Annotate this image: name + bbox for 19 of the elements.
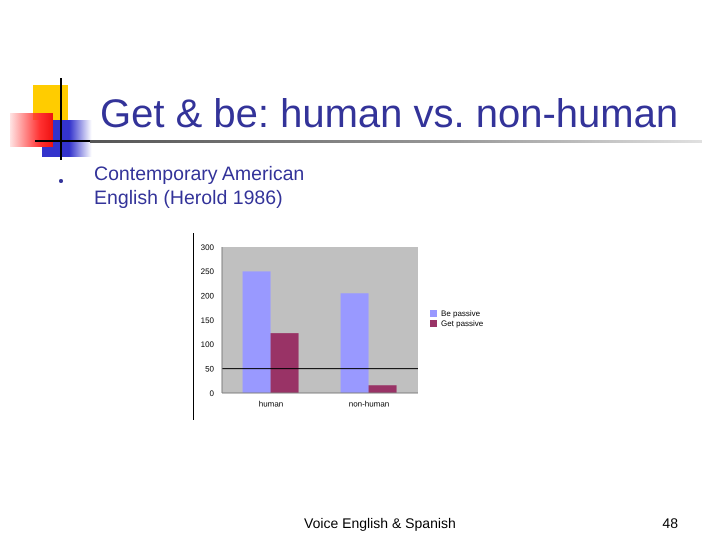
bar bbox=[242, 271, 271, 393]
text: 48 bbox=[662, 514, 678, 532]
y-tick-label: 200 bbox=[200, 292, 215, 301]
legend-label: Get passive bbox=[441, 319, 484, 328]
y-tick-label: 50 bbox=[205, 364, 215, 374]
x-tick-label: human bbox=[258, 400, 284, 409]
bar bbox=[270, 333, 299, 393]
bar bbox=[368, 385, 397, 393]
chart-subtitle: Contemporary American English (Herold 1986) bbox=[94, 162, 306, 210]
bar bbox=[340, 293, 369, 393]
chart-title: Get & be: human vs. non-human bbox=[100, 92, 678, 136]
x-tick-label: non-human bbox=[348, 400, 390, 409]
y-tick-label: 100 bbox=[200, 340, 215, 350]
legend-label: Be passive bbox=[441, 309, 480, 318]
y-tick-label: 150 bbox=[200, 316, 215, 325]
y-tick-label: 0 bbox=[210, 388, 215, 398]
text: Voice English & Spanish bbox=[304, 514, 456, 532]
y-tick-label: 300 bbox=[200, 242, 215, 252]
y-tick-label: 250 bbox=[200, 267, 215, 276]
